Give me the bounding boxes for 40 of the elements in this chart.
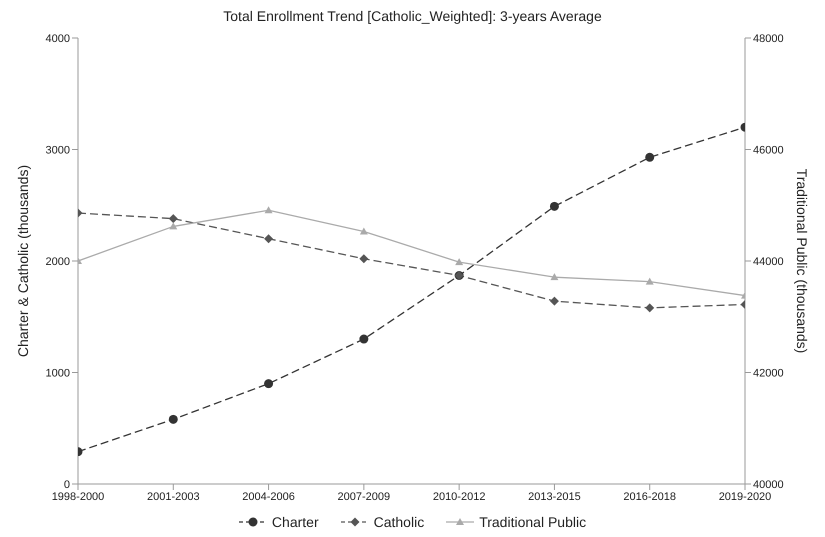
legend-label: Traditional Public: [478, 514, 586, 530]
x-tick-label: 2010-2012: [432, 490, 486, 503]
y2-tick-label: 46000: [753, 144, 784, 156]
point: [645, 152, 654, 162]
point: [264, 234, 274, 244]
y-tick-label: 2000: [46, 256, 70, 268]
point: [645, 303, 654, 312]
y2-tick-label: 40000: [753, 478, 784, 491]
x-tick-label: 2016-2018: [623, 490, 676, 503]
point: [360, 227, 368, 234]
y2-tick-label: 48000: [753, 32, 784, 45]
point: [455, 258, 464, 266]
point: [550, 202, 559, 211]
point: [168, 414, 178, 424]
y-tick-label: 0: [64, 478, 70, 491]
point: [169, 222, 178, 230]
point: [359, 254, 368, 264]
x-tick-label: 2019-2020: [718, 490, 772, 503]
point: [550, 296, 559, 306]
y2-axis-title: Traditional Public (thousands): [794, 168, 810, 354]
x-tick-label: 2013-2015: [528, 490, 581, 503]
legend-label: Charter: [270, 514, 319, 530]
point: [264, 206, 273, 214]
y2-tick-label: 42000: [753, 367, 784, 380]
x-tick-label: 2007-2009: [338, 490, 390, 503]
y-tick-label: 1000: [46, 367, 70, 380]
y-tick-label: 4000: [46, 32, 70, 45]
x-tick-label: 2001-2003: [146, 490, 200, 503]
point: [550, 273, 558, 280]
point: [359, 334, 368, 344]
x-tick-label: 1998-2000: [52, 490, 104, 503]
legend-label: Catholic: [372, 514, 424, 530]
y2-tick-label: 44000: [753, 256, 784, 268]
y-tick-label: 3000: [46, 144, 70, 156]
x-tick-label: 2004-2006: [242, 490, 295, 503]
chart-title: Total Enrollment Trend [Catholic_Weighted]: 3-years Average: [222, 8, 603, 26]
y-axis-title: Charter & Catholic (thousands): [14, 164, 31, 358]
point: [168, 214, 178, 224]
point: [646, 278, 654, 285]
point: [264, 379, 274, 388]
